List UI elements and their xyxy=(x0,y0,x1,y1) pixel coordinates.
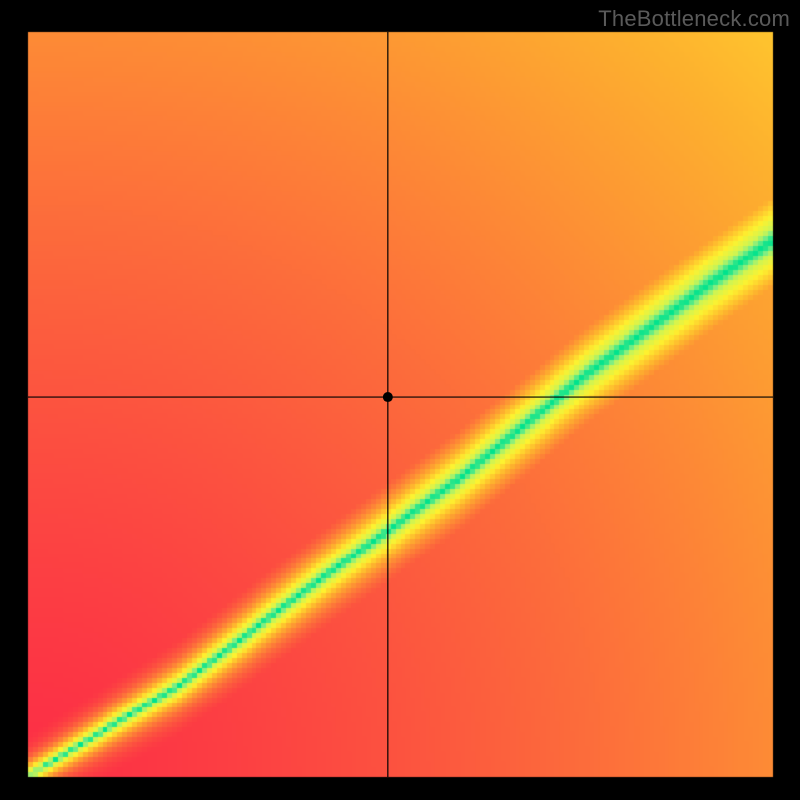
chart-container: { "watermark": { "text": "TheBottleneck.… xyxy=(0,0,800,800)
watermark-label: TheBottleneck.com xyxy=(598,6,790,32)
bottleneck-heatmap xyxy=(0,0,800,800)
